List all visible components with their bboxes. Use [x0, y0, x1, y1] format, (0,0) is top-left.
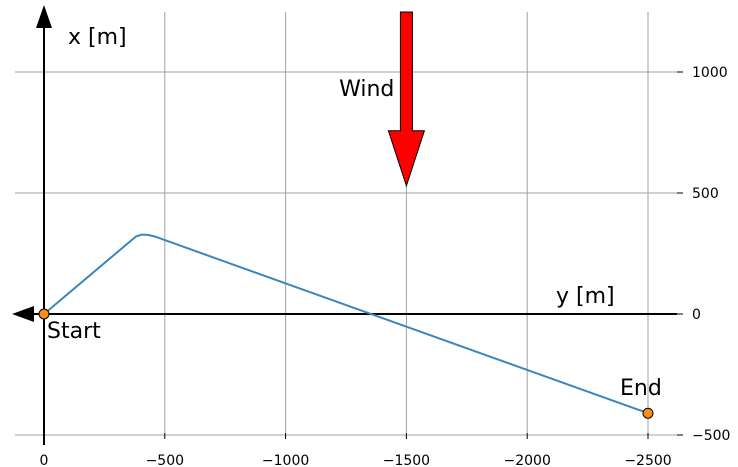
marker-end	[642, 407, 654, 419]
x-tick-label: −1000	[262, 453, 309, 467]
tick-labels: 0 −500 −1000 −1500 −2000 −2500 −500 0 500 1000	[40, 65, 731, 467]
y-tick-label: −500	[692, 428, 730, 444]
x-tick-label: −2000	[504, 453, 551, 467]
x-tick-label: −1500	[383, 453, 430, 467]
x-tick-label: 0	[40, 453, 49, 467]
y-tick-label: 0	[692, 307, 701, 323]
x-tick-label: −2500	[624, 453, 671, 467]
x-tick-label: −500	[146, 453, 184, 467]
vertical-axis-arrow	[36, 5, 52, 28]
end-label: End	[620, 376, 662, 401]
marker-start	[38, 308, 50, 320]
grid	[15, 12, 677, 436]
horizontal-axis-arrow	[12, 306, 34, 322]
axes	[12, 5, 677, 445]
vertical-axis-label: x [m]	[68, 25, 127, 50]
series-layer	[38, 233, 654, 419]
wind-label: Wind	[339, 77, 394, 102]
wind-annotation: Wind	[339, 11, 426, 188]
trajectory-line	[43, 233, 649, 415]
start-label: Start	[47, 319, 101, 344]
horizontal-axis-label: y [m]	[556, 284, 615, 309]
y-tick-label: 500	[692, 186, 719, 202]
y-tick-label: 1000	[692, 65, 728, 81]
wind-arrow	[387, 11, 426, 188]
labels: Start End x [m] y [m]	[47, 25, 662, 401]
